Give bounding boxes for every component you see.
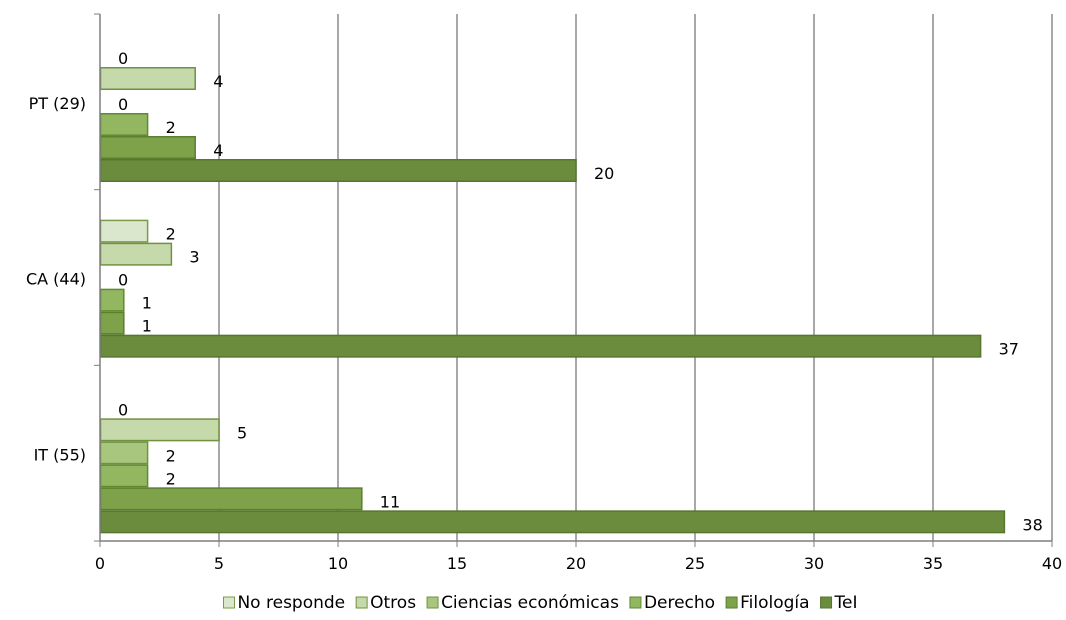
data-label: 2 xyxy=(166,118,176,137)
bar xyxy=(99,113,149,136)
legend-swatch xyxy=(820,596,833,609)
data-label: 1 xyxy=(142,317,152,336)
data-label: 2 xyxy=(166,225,176,244)
x-tick-label: 10 xyxy=(328,554,348,573)
data-label: 3 xyxy=(189,248,199,267)
data-label: 37 xyxy=(999,340,1019,359)
data-label: 5 xyxy=(237,423,247,442)
bar xyxy=(99,288,125,312)
data-label: 0 xyxy=(118,95,128,114)
bar xyxy=(99,510,1006,534)
data-label: 0 xyxy=(118,271,128,290)
data-label: 0 xyxy=(118,49,128,68)
legend-label: Otros xyxy=(370,593,416,613)
bar xyxy=(99,418,220,442)
bar xyxy=(99,242,173,266)
bar xyxy=(99,334,982,358)
bar xyxy=(99,67,196,90)
x-tick-label: 20 xyxy=(566,554,586,573)
bar xyxy=(99,311,125,335)
legend-swatch xyxy=(426,596,439,609)
x-tick-label: 15 xyxy=(447,554,467,573)
data-label: 2 xyxy=(166,469,176,488)
x-tick-label: 35 xyxy=(923,554,943,573)
x-tick-label: 0 xyxy=(95,554,105,573)
bar xyxy=(99,136,196,159)
legend-swatch xyxy=(222,596,235,609)
category-label: IT (55) xyxy=(34,445,86,464)
legend-swatch xyxy=(355,596,368,609)
data-label: 1 xyxy=(142,294,152,313)
legend: No responde Otros Ciencias económicas Derec… xyxy=(222,593,858,613)
x-tick-label: 30 xyxy=(804,554,824,573)
data-label: 4 xyxy=(213,141,223,160)
data-label: 4 xyxy=(213,72,223,91)
bar xyxy=(99,464,149,488)
data-label: 2 xyxy=(166,446,176,465)
legend-label: Ciencias económicas xyxy=(441,593,619,613)
x-tick-label: 25 xyxy=(685,554,705,573)
data-label: 38 xyxy=(1022,515,1042,534)
data-label: 11 xyxy=(380,492,400,511)
legend-label: No responde xyxy=(237,593,345,613)
category-label: PT (29) xyxy=(29,94,86,113)
bar xyxy=(99,219,149,243)
x-tick-label: 5 xyxy=(214,554,224,573)
legend-label: TeI xyxy=(834,593,858,613)
axes xyxy=(94,13,1053,547)
bar xyxy=(99,159,577,182)
bars xyxy=(99,67,1006,534)
legend-swatch xyxy=(629,596,642,609)
data-label: 20 xyxy=(594,164,614,183)
legend-label: Filología xyxy=(740,593,809,613)
legend-label: Derecho xyxy=(644,593,715,613)
gridlines xyxy=(218,14,1053,541)
bar xyxy=(99,441,149,465)
bar xyxy=(99,487,363,511)
category-label: CA (44) xyxy=(26,270,86,289)
legend-swatch xyxy=(725,596,738,609)
data-label: 0 xyxy=(118,400,128,419)
x-tick-label: 40 xyxy=(1042,554,1062,573)
